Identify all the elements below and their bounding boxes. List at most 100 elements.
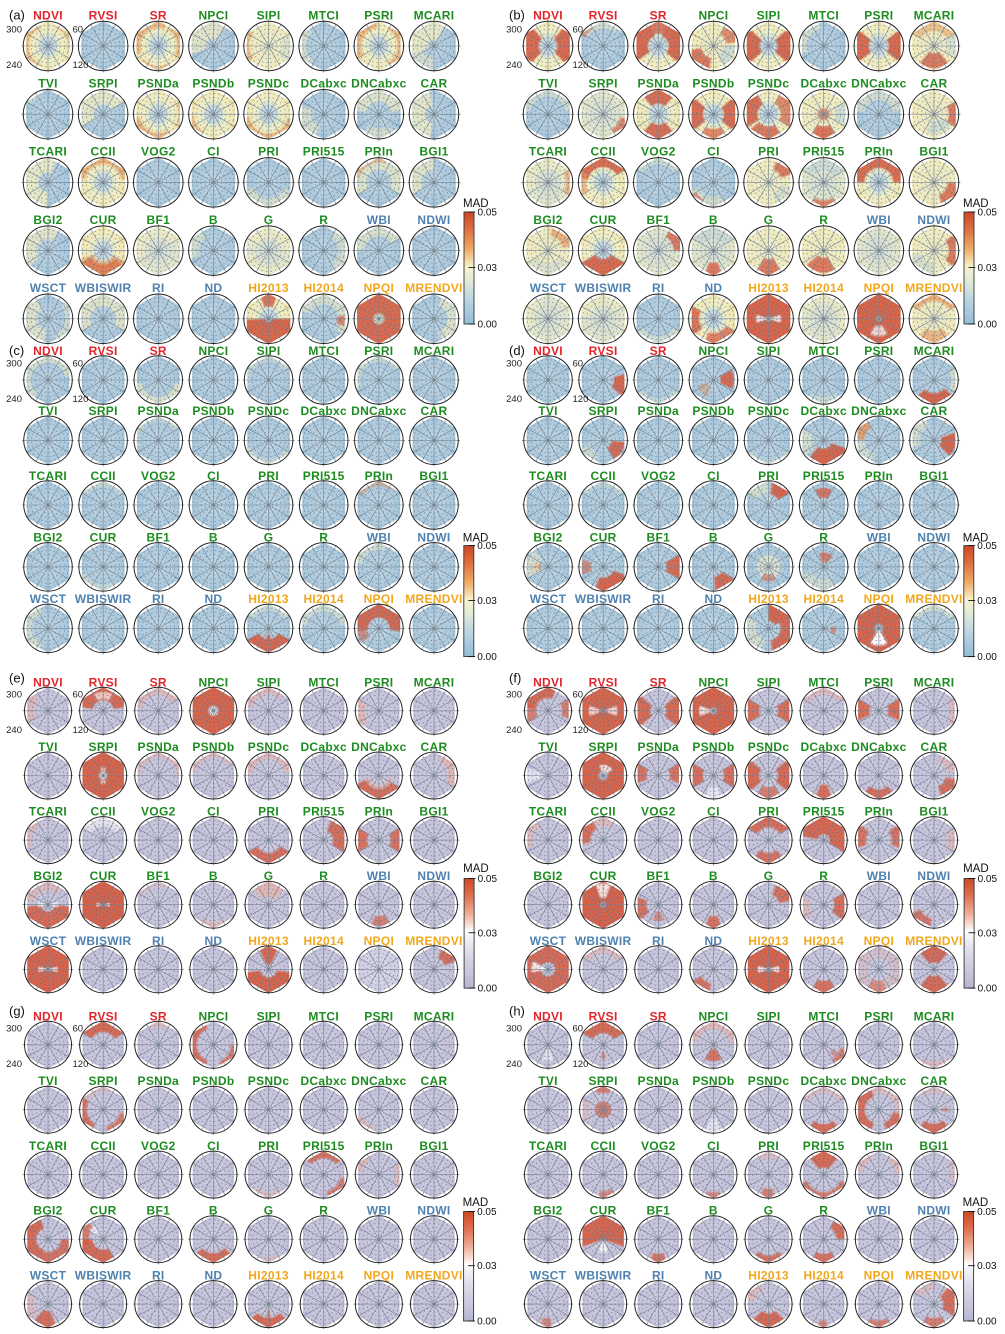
svg-text:BGI1: BGI1 (419, 1139, 448, 1153)
svg-text:MAD: MAD (963, 533, 989, 545)
svg-text:HI2013: HI2013 (748, 592, 789, 606)
svg-text:TVI: TVI (538, 740, 558, 754)
svg-text:B: B (209, 1204, 218, 1218)
svg-text:PSNDc: PSNDc (748, 404, 790, 418)
svg-text:VOG2: VOG2 (141, 145, 176, 159)
svg-text:R: R (319, 1204, 328, 1218)
svg-text:DNCabxc: DNCabxc (351, 740, 406, 754)
svg-text:PSNDc: PSNDc (748, 1074, 790, 1088)
svg-text:CUR: CUR (590, 1204, 617, 1218)
svg-text:CAR: CAR (921, 740, 948, 754)
svg-text:PSNDa: PSNDa (138, 1074, 180, 1088)
svg-text:RI: RI (652, 281, 665, 295)
svg-text:BF1: BF1 (146, 1204, 170, 1218)
svg-text:PRIn: PRIn (365, 1139, 394, 1153)
svg-text:CUR: CUR (90, 869, 117, 883)
svg-text:VOG2: VOG2 (641, 805, 676, 819)
svg-text:RI: RI (152, 592, 165, 606)
svg-text:SRPI: SRPI (589, 1074, 618, 1088)
svg-text:R: R (819, 531, 828, 545)
svg-text:DNCabxc: DNCabxc (351, 404, 406, 418)
svg-text:PSRI: PSRI (364, 1009, 393, 1023)
svg-text:0.05: 0.05 (977, 541, 997, 552)
svg-text:DCabxc: DCabxc (300, 404, 347, 418)
svg-text:PSNDa: PSNDa (638, 740, 680, 754)
svg-text:PSNDc: PSNDc (248, 404, 290, 418)
svg-text:VOG2: VOG2 (641, 145, 676, 159)
svg-text:300: 300 (506, 25, 522, 36)
svg-text:PRIn: PRIn (865, 1139, 894, 1153)
svg-text:CUR: CUR (90, 213, 117, 227)
svg-text:0.00: 0.00 (977, 652, 997, 663)
svg-text:NPCI: NPCI (698, 344, 728, 358)
svg-text:MTCI: MTCI (808, 1009, 839, 1023)
svg-text:BGI1: BGI1 (419, 805, 448, 819)
svg-text:60: 60 (73, 1023, 84, 1034)
svg-text:BGI1: BGI1 (919, 805, 948, 819)
svg-text:CAR: CAR (421, 740, 448, 754)
svg-text:NDWI: NDWI (917, 531, 950, 545)
svg-text:CI: CI (207, 469, 220, 483)
svg-text:MCARI: MCARI (414, 8, 455, 22)
svg-text:G: G (764, 869, 774, 883)
svg-text:120: 120 (573, 1059, 589, 1070)
svg-text:HI2013: HI2013 (248, 1269, 289, 1283)
svg-text:PSRI: PSRI (364, 344, 393, 358)
svg-text:CUR: CUR (590, 869, 617, 883)
svg-text:DCabxc: DCabxc (800, 740, 847, 754)
svg-text:RVSI: RVSI (89, 1009, 118, 1023)
svg-text:PRI515: PRI515 (303, 469, 345, 483)
svg-text:PRIn: PRIn (365, 469, 394, 483)
svg-text:0.00: 0.00 (978, 984, 998, 995)
svg-text:CCII: CCII (591, 1139, 616, 1153)
svg-text:RVSI: RVSI (589, 344, 618, 358)
svg-text:0.05: 0.05 (977, 1207, 997, 1218)
svg-text:VOG2: VOG2 (641, 1139, 676, 1153)
svg-text:VOG2: VOG2 (641, 469, 676, 483)
svg-text:BGI1: BGI1 (919, 469, 948, 483)
svg-text:PSNDa: PSNDa (638, 404, 680, 418)
svg-text:120: 120 (73, 725, 89, 736)
svg-text:60: 60 (73, 25, 84, 36)
svg-text:SRPI: SRPI (589, 740, 618, 754)
svg-text:WBI: WBI (367, 213, 391, 227)
svg-text:B: B (209, 531, 218, 545)
svg-text:NDVI: NDVI (533, 344, 563, 358)
svg-text:ND: ND (204, 934, 222, 948)
svg-text:TCARI: TCARI (29, 1139, 67, 1153)
svg-text:RVSI: RVSI (589, 675, 618, 689)
svg-text:WBI: WBI (367, 1204, 391, 1218)
svg-text:PRI515: PRI515 (803, 805, 845, 819)
svg-text:HI2014: HI2014 (303, 592, 344, 606)
svg-text:WBISWIR: WBISWIR (75, 1269, 132, 1283)
svg-text:RI: RI (152, 281, 165, 295)
svg-text:240: 240 (6, 1059, 22, 1070)
svg-text:MTCI: MTCI (308, 675, 339, 689)
svg-text:PSRI: PSRI (864, 1009, 893, 1023)
svg-text:WBI: WBI (367, 531, 391, 545)
svg-text:DNCabxc: DNCabxc (351, 76, 406, 90)
svg-text:PSNDb: PSNDb (692, 404, 734, 418)
svg-text:NPCI: NPCI (698, 1009, 728, 1023)
svg-text:HI2013: HI2013 (248, 592, 289, 606)
svg-text:NPQI: NPQI (364, 592, 395, 606)
svg-text:MCARI: MCARI (414, 1009, 455, 1023)
svg-text:0.03: 0.03 (477, 1261, 497, 1272)
svg-text:60: 60 (573, 689, 584, 700)
svg-text:ND: ND (704, 1269, 722, 1283)
svg-text:SR: SR (650, 344, 667, 358)
svg-text:WBI: WBI (367, 869, 391, 883)
svg-text:VOG2: VOG2 (141, 805, 176, 819)
svg-text:PSNDc: PSNDc (748, 76, 790, 90)
svg-text:CCII: CCII (91, 805, 116, 819)
svg-text:BF1: BF1 (146, 213, 170, 227)
svg-text:NPCI: NPCI (198, 8, 228, 22)
svg-text:PSRI: PSRI (364, 8, 393, 22)
svg-text:CCII: CCII (91, 1139, 116, 1153)
svg-text:HI2014: HI2014 (803, 281, 844, 295)
svg-text:240: 240 (6, 60, 22, 71)
svg-text:PSRI: PSRI (364, 675, 393, 689)
svg-text:WBISWIR: WBISWIR (75, 592, 132, 606)
svg-text:RVSI: RVSI (89, 344, 118, 358)
svg-text:PSNDb: PSNDb (192, 76, 234, 90)
